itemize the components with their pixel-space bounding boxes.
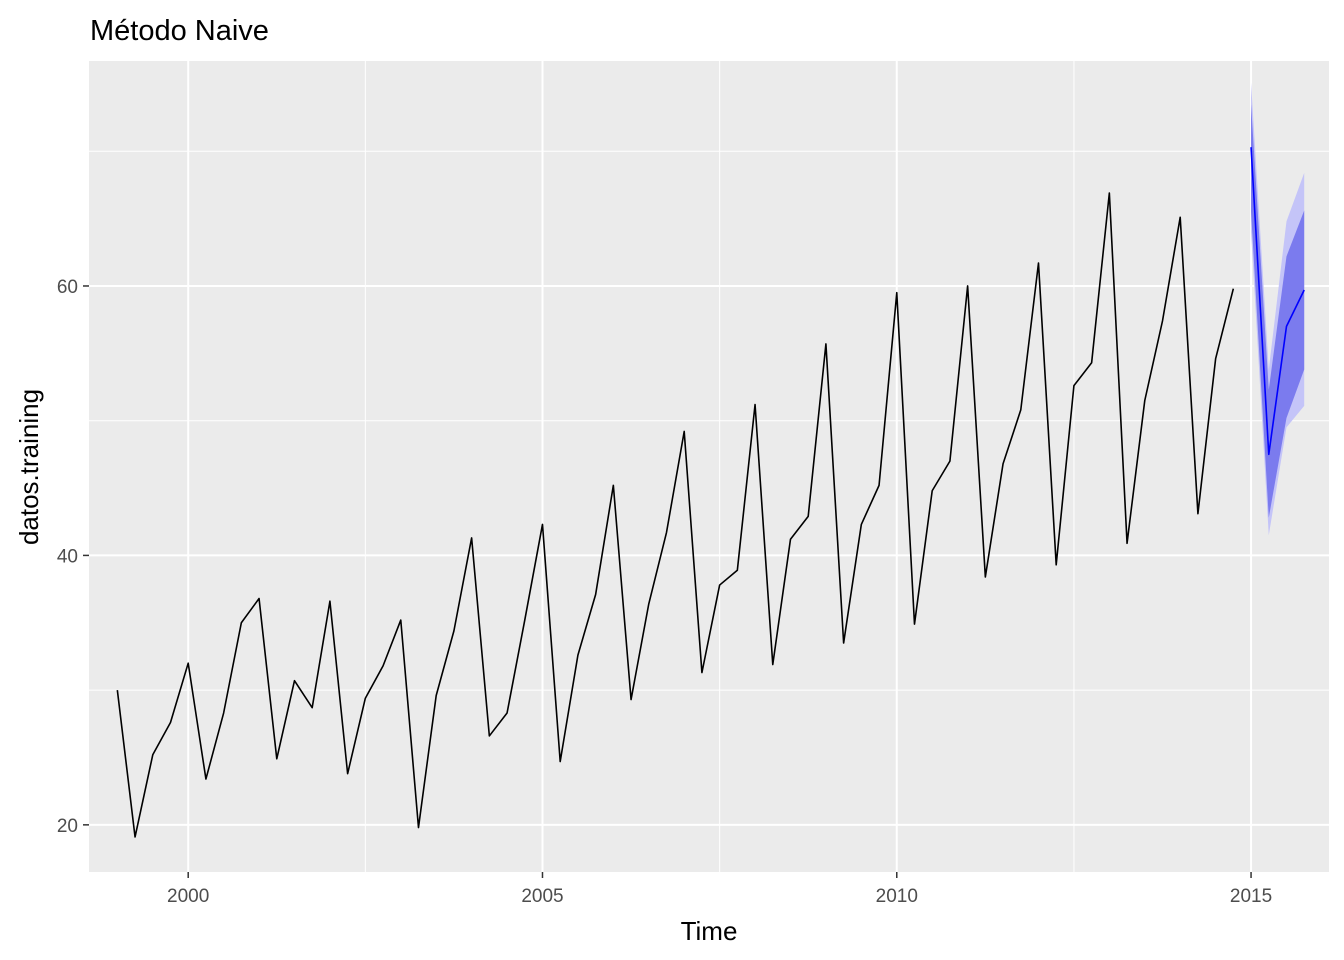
x-tick-label: 2005 <box>521 886 563 907</box>
x-tick-label: 2000 <box>167 886 209 907</box>
plot-panel <box>89 61 1329 872</box>
x-tick-label: 2015 <box>1230 886 1272 907</box>
series-lines <box>116 147 1305 838</box>
major-gridlines <box>89 61 1329 872</box>
training-series-line <box>116 192 1235 838</box>
y-tick-label: 20 <box>57 816 78 837</box>
minor-gridlines <box>89 61 1329 872</box>
axis-ticks <box>83 285 1252 878</box>
x-tick-label: 2010 <box>876 886 918 907</box>
forecast-intervals <box>1251 82 1305 536</box>
forecast-line <box>1250 147 1305 456</box>
prediction-interval-80 <box>1251 104 1305 518</box>
tick-labels: 2000 2005 2010 2015 20 40 60 <box>57 277 1272 907</box>
y-axis-title: datos.training <box>14 389 44 545</box>
x-axis-title: Time <box>681 916 738 946</box>
chart-title: Método Naive <box>90 15 269 47</box>
y-tick-label: 40 <box>57 546 78 567</box>
y-tick-label: 60 <box>57 277 78 298</box>
